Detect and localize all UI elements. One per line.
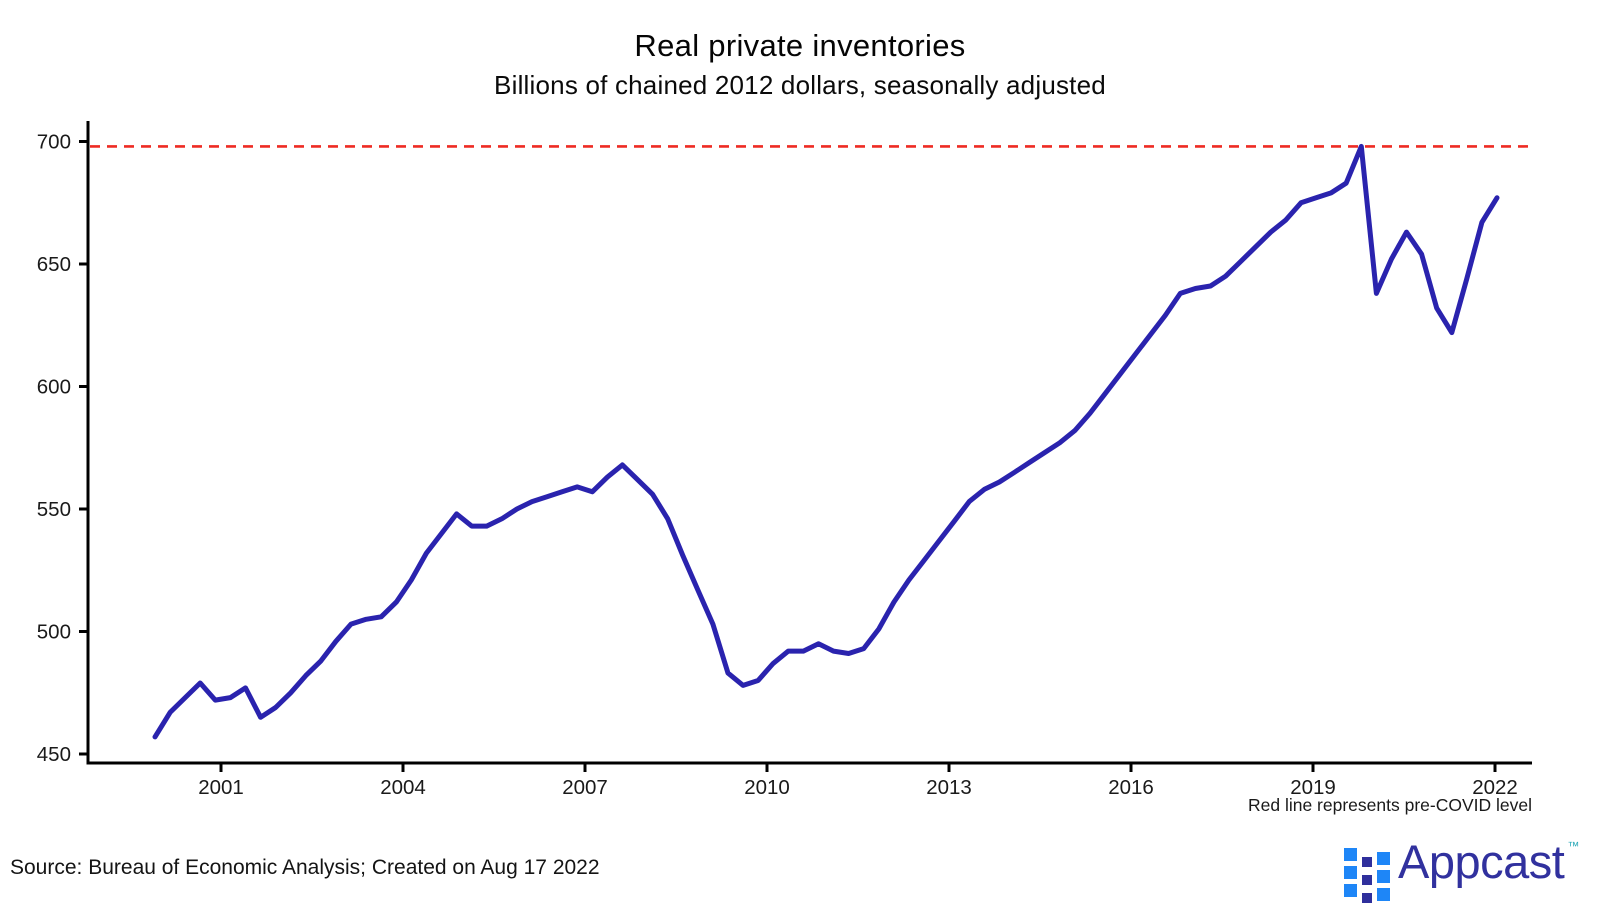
x-tick-label: 2016 [1108, 776, 1154, 799]
y-tick-label: 550 [37, 498, 71, 521]
logo-square [1362, 893, 1372, 903]
reference-line-caption: Red line represents pre-COVID level [1248, 795, 1532, 815]
y-tick-label: 600 [37, 376, 71, 399]
chart-canvas: 450 500 550 600 650 700 2001 2004 2007 2010 2013 20… [37, 121, 1532, 815]
logo-square [1362, 875, 1372, 885]
source-note: Source: Bureau of Economic Analysis; Cre… [10, 856, 600, 879]
chart-title: Real private inventories [634, 28, 966, 63]
logo-square [1344, 866, 1357, 879]
x-tick-label: 2004 [380, 776, 426, 799]
x-tick-label: 2007 [562, 776, 608, 799]
inventory-line-chart: 450 500 550 600 650 700 2001 2004 2007 2010 2013 20… [37, 121, 1532, 815]
appcast-logo-icon [1344, 840, 1392, 903]
logo-square [1377, 852, 1390, 865]
x-tick-label: 2019 [1290, 776, 1336, 799]
y-tick-label: 650 [37, 253, 71, 276]
inventories-series-line [152, 143, 1500, 740]
y-tick-label: 450 [37, 743, 71, 766]
x-tick-label: 2010 [744, 776, 790, 799]
y-tick-label: 500 [37, 621, 71, 644]
logo-square [1377, 870, 1390, 883]
appcast-wordmark: Appcast [1398, 835, 1565, 888]
x-tick-label: 2022 [1472, 776, 1518, 799]
footer: Source: Bureau of Economic Analysis; Cre… [0, 830, 1600, 909]
trademark-symbol: ™ [1567, 839, 1580, 853]
appcast-logo: Appcast ™ [1340, 832, 1579, 906]
x-tick-label: 2013 [926, 776, 972, 799]
logo-square [1377, 888, 1390, 901]
logo-square [1344, 848, 1357, 861]
y-tick-label: 700 [37, 131, 71, 154]
chart-subtitle: Billions of chained 2012 dollars, season… [494, 70, 1106, 100]
logo-square [1344, 884, 1357, 897]
logo-square [1362, 857, 1372, 867]
x-tick-label: 2001 [198, 776, 244, 799]
